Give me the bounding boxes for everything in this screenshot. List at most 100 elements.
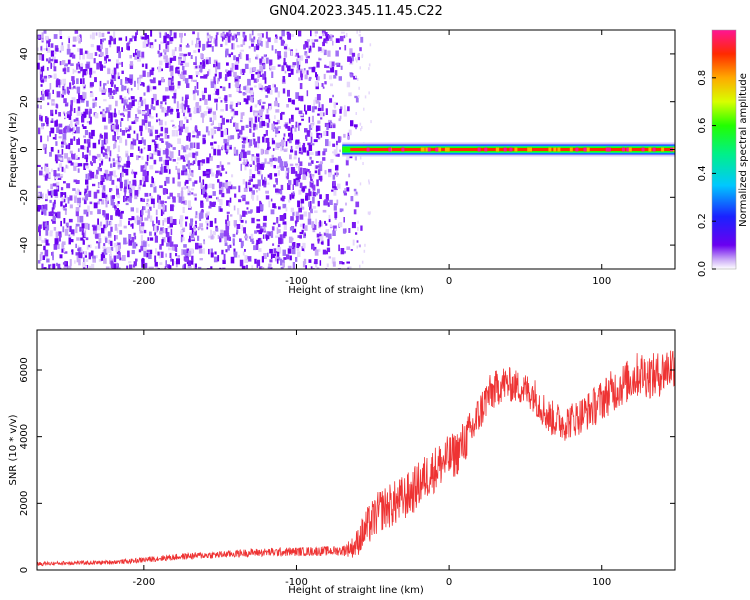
- noise-cell: [179, 103, 183, 109]
- noise-cell: [143, 165, 145, 169]
- noise-cell: [92, 70, 96, 74]
- noise-cell: [89, 132, 93, 138]
- noise-cell: [111, 69, 114, 77]
- noise-cell: [165, 260, 167, 267]
- noise-cell: [68, 265, 72, 269]
- noise-cell: [206, 35, 210, 39]
- noise-cell: [99, 89, 103, 92]
- noise-cell: [333, 190, 337, 196]
- noise-cell: [96, 241, 99, 244]
- noise-cell: [92, 257, 96, 263]
- noise-cell: [128, 126, 132, 131]
- noise-cell: [253, 36, 256, 40]
- noise-cell: [183, 200, 187, 206]
- noise-cell: [231, 35, 235, 41]
- noise-cell: [72, 188, 76, 191]
- noise-cell: [72, 233, 75, 237]
- noise-cell: [159, 262, 163, 265]
- noise-cell: [43, 267, 47, 269]
- noise-cell: [294, 220, 298, 224]
- noise-cell: [227, 221, 231, 226]
- noise-cell: [165, 232, 170, 238]
- noise-cell: [83, 199, 87, 205]
- noise-cell: [266, 231, 270, 236]
- noise-cell: [347, 56, 351, 62]
- noise-cell: [269, 173, 273, 180]
- noise-cell: [110, 198, 114, 206]
- noise-cell: [302, 223, 305, 229]
- noise-cell: [335, 165, 339, 171]
- noise-cell: [253, 126, 256, 131]
- noise-cell: [73, 136, 76, 141]
- noise-cell: [223, 138, 228, 144]
- noise-cell: [51, 63, 54, 67]
- noise-cell: [184, 33, 186, 36]
- noise-cell: [247, 256, 252, 262]
- noise-cell: [121, 61, 123, 67]
- noise-cell: [328, 141, 331, 147]
- noise-cell: [109, 95, 113, 99]
- noise-cell: [242, 33, 245, 38]
- noise-cell: [277, 244, 280, 249]
- noise-cell: [57, 154, 62, 158]
- noise-cell: [238, 133, 241, 138]
- noise-cell: [305, 110, 308, 115]
- noise-cell: [100, 254, 105, 261]
- noise-cell: [121, 171, 124, 178]
- noise-cell: [170, 58, 173, 64]
- noise-cell: [142, 41, 147, 48]
- noise-cell: [120, 79, 123, 85]
- noise-cell: [305, 171, 308, 177]
- noise-cell: [275, 127, 279, 134]
- noise-cell: [106, 80, 109, 84]
- noise-cell: [333, 203, 338, 206]
- noise-cell: [218, 122, 221, 130]
- noise-cell: [78, 163, 83, 167]
- noise-cell: [287, 183, 291, 190]
- noise-cell: [328, 119, 332, 122]
- noise-cell: [292, 184, 294, 190]
- noise-cell: [259, 240, 263, 244]
- noise-cell: [250, 164, 252, 167]
- noise-cell: [331, 122, 336, 126]
- noise-cell: [116, 255, 120, 259]
- noise-cell: [79, 95, 83, 100]
- noise-cell: [138, 216, 142, 224]
- noise-cell: [175, 165, 178, 170]
- noise-cell: [182, 70, 187, 75]
- noise-cell: [130, 223, 133, 227]
- noise-cell: [172, 124, 175, 127]
- noise-cell: [98, 184, 101, 188]
- noise-cell: [266, 87, 270, 92]
- noise-cell: [116, 136, 121, 140]
- noise-cell: [178, 47, 182, 52]
- x-tick-label: 0: [446, 276, 452, 287]
- noise-cell: [77, 71, 81, 74]
- noise-cell: [285, 207, 288, 212]
- noise-cell: [191, 228, 194, 234]
- noise-cell: [193, 62, 197, 65]
- noise-cell: [219, 86, 223, 89]
- noise-cell: [184, 263, 186, 269]
- noise-cell: [276, 119, 280, 124]
- noise-cell: [244, 158, 247, 164]
- noise-cell: [274, 87, 278, 93]
- noise-cell: [53, 170, 57, 177]
- noise-cell: [326, 263, 329, 268]
- noise-cell: [119, 230, 123, 235]
- noise-cell: [137, 109, 142, 115]
- noise-cell: [283, 149, 287, 152]
- noise-cell: [107, 221, 112, 226]
- noise-cell: [86, 245, 89, 250]
- noise-cell: [283, 51, 288, 58]
- noise-cell: [211, 172, 215, 177]
- noise-cell: [210, 266, 213, 269]
- noise-cell: [219, 115, 223, 118]
- noise-cell: [80, 66, 83, 72]
- noise-cell: [41, 205, 44, 211]
- noise-cell: [221, 186, 224, 192]
- noise-cell: [141, 51, 145, 58]
- noise-cell: [51, 118, 54, 121]
- noise-cell: [112, 170, 116, 177]
